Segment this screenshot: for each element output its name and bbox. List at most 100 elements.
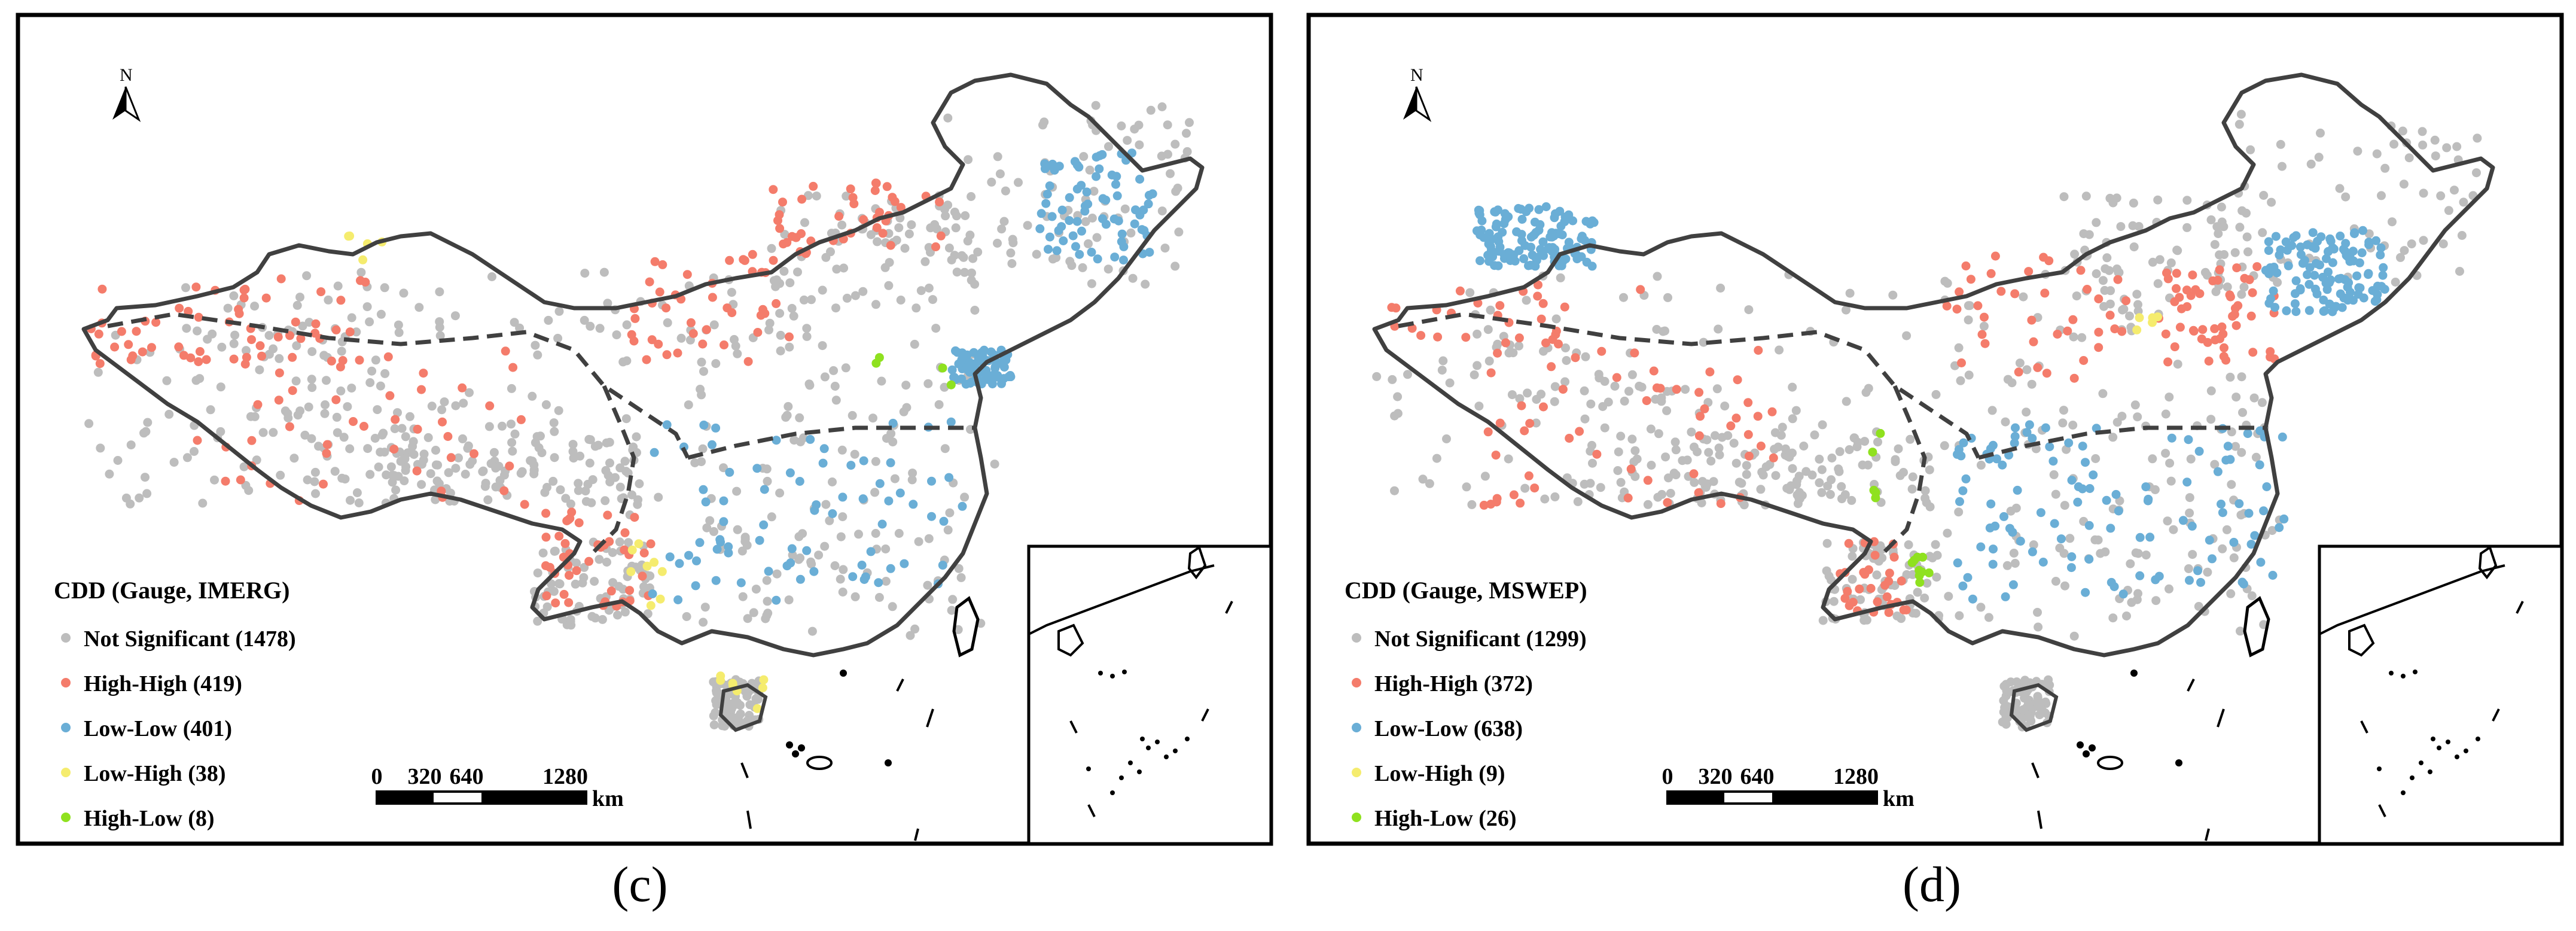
station-point-not-significant	[881, 544, 891, 553]
station-point-not-significant	[1872, 570, 1882, 580]
station-point-not-significant	[2027, 379, 2037, 389]
station-point-not-significant	[548, 476, 558, 486]
station-point-not-significant	[1596, 483, 1605, 492]
station-point-not-significant	[2081, 191, 2091, 201]
station-point-not-significant	[1824, 571, 1834, 581]
station-point-low-low	[866, 547, 876, 556]
station-point-not-significant	[894, 223, 904, 233]
station-point-not-significant	[1742, 470, 1751, 479]
station-point-not-significant	[431, 495, 440, 504]
legend-marker-high-high	[61, 678, 71, 687]
station-point-low-low	[1131, 205, 1140, 215]
station-point-not-significant	[1756, 485, 1766, 494]
station-point-not-significant	[427, 401, 437, 411]
station-point-high-high	[646, 539, 656, 549]
station-point-low-low	[2205, 536, 2214, 545]
station-point-low-low	[1541, 202, 1551, 211]
station-point-not-significant	[907, 220, 916, 230]
station-point-not-significant	[1976, 603, 1986, 612]
station-point-not-significant	[1537, 390, 1546, 399]
station-point-high-high	[285, 331, 294, 340]
station-point-not-significant	[762, 464, 772, 474]
station-point-not-significant	[216, 427, 225, 436]
station-point-not-significant	[310, 467, 320, 477]
station-point-not-significant	[2231, 442, 2240, 451]
station-point-not-significant	[1130, 124, 1139, 134]
station-point-not-significant	[2098, 276, 2108, 285]
station-point-low-low	[2278, 432, 2287, 442]
station-point-not-significant	[1720, 401, 1730, 411]
station-point-not-significant	[2194, 602, 2203, 611]
station-point-low-low	[806, 434, 815, 444]
station-point-high-high	[1901, 605, 1911, 614]
station-point-not-significant	[888, 602, 897, 611]
station-point-not-significant	[162, 376, 172, 385]
station-point-not-significant	[818, 285, 827, 295]
station-point-high-high	[629, 336, 639, 346]
station-point-not-significant	[2267, 197, 2276, 207]
station-point-low-high	[759, 675, 769, 684]
station-point-high-high	[338, 356, 347, 365]
station-point-low-low	[2041, 423, 2050, 433]
station-point-low-low	[1077, 226, 1086, 236]
station-point-not-significant	[732, 486, 742, 496]
station-point-not-significant	[1550, 492, 1560, 501]
station-point-high-high	[2188, 325, 2198, 335]
station-point-not-significant	[1508, 348, 1518, 358]
station-point-not-significant	[873, 237, 882, 247]
station-point-not-significant	[702, 523, 712, 533]
station-point-not-significant	[1091, 101, 1100, 110]
station-point-not-significant	[1979, 321, 1989, 331]
station-point-not-significant	[1863, 460, 1873, 470]
station-point-not-significant	[621, 467, 631, 476]
station-point-low-low	[2056, 534, 2066, 544]
station-point-high-high	[322, 440, 332, 449]
station-point-high-high	[1612, 373, 1621, 382]
station-point-not-significant	[2237, 448, 2246, 457]
station-point-not-significant	[1474, 401, 1484, 411]
station-point-high-high	[247, 436, 257, 445]
station-point-not-significant	[433, 460, 443, 470]
station-point-not-significant	[1817, 465, 1827, 474]
station-point-high-high	[1649, 366, 1659, 376]
station-point-not-significant	[2010, 559, 2020, 568]
station-point-not-significant	[775, 488, 785, 498]
station-point-not-significant	[2457, 231, 2467, 240]
station-point-low-low	[1968, 594, 1977, 604]
station-point-not-significant	[1848, 552, 1857, 561]
station-point-low-low	[946, 417, 956, 427]
station-point-not-significant	[699, 367, 708, 376]
station-point-not-significant	[941, 211, 950, 221]
station-point-low-high	[2153, 312, 2162, 322]
station-point-low-low	[1534, 226, 1544, 235]
station-point-not-significant	[1580, 479, 1589, 489]
station-point-low-low	[1004, 372, 1014, 382]
station-point-not-significant	[568, 440, 578, 449]
station-point-not-significant	[2098, 389, 2108, 398]
station-point-high-high	[508, 363, 518, 372]
station-point-low-low	[2264, 246, 2273, 255]
station-point-not-significant	[785, 278, 795, 288]
station-point-low-low	[1041, 199, 1051, 208]
station-point-not-significant	[2206, 386, 2216, 395]
station-point-not-significant	[1913, 588, 1922, 597]
station-point-not-significant	[1473, 361, 1482, 370]
station-point-not-significant	[1964, 370, 1974, 380]
station-point-high-high	[2161, 329, 2170, 339]
station-point-not-significant	[839, 263, 849, 273]
station-point-not-significant	[761, 614, 770, 623]
station-point-not-significant	[1646, 424, 1656, 434]
station-point-not-significant	[2214, 229, 2223, 238]
station-point-high-high	[541, 509, 551, 518]
station-point-low-low	[2336, 232, 2345, 241]
station-point-not-significant	[1089, 187, 1099, 196]
station-point-not-significant	[508, 446, 517, 456]
station-point-low-low	[1498, 227, 1507, 237]
station-point-high-high	[1592, 449, 1602, 459]
station-point-high-high	[1955, 287, 1964, 297]
station-point-not-significant	[451, 401, 461, 410]
station-point-high-high	[1689, 469, 1699, 479]
station-point-not-significant	[1588, 458, 1597, 468]
station-point-high-high	[2068, 315, 2078, 324]
station-point-high-high	[412, 466, 422, 476]
